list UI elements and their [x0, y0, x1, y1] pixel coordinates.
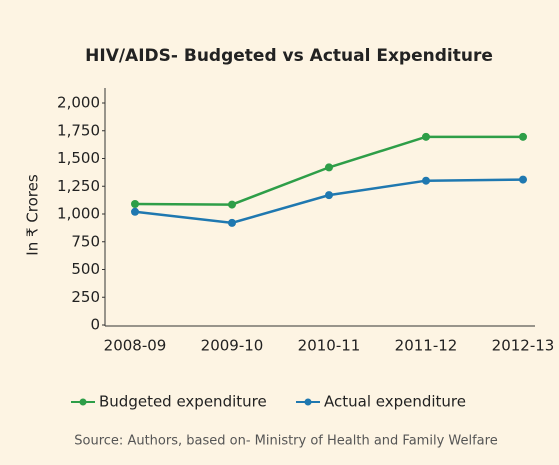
- source: Source: Authors, based on- Ministry of H…: [74, 434, 497, 449]
- y-tick-label: 1,000: [57, 205, 100, 223]
- x-tick-label: 2010-11: [298, 337, 361, 355]
- point: [131, 200, 139, 209]
- y-tick-label: 750: [71, 232, 100, 250]
- y-tick-label: 1,750: [57, 121, 100, 139]
- x-tick-label: 2011-12: [395, 337, 458, 355]
- y-tick-label: 500: [71, 260, 100, 278]
- x-tick-label: 2008-09: [104, 337, 167, 355]
- point: [228, 200, 236, 209]
- chart-title: HIV/AIDS- Budgeted vs Actual Expenditure: [85, 46, 493, 66]
- y-axis-label: In ₹ Crores: [24, 174, 42, 256]
- legend-point: [79, 398, 87, 406]
- legend-label: Actual expenditure: [324, 393, 466, 411]
- y-tick-label: 1,500: [57, 149, 100, 167]
- x-tick-label: 2012-13: [492, 337, 555, 355]
- point: [325, 163, 333, 172]
- y-tick-label: 250: [71, 288, 100, 306]
- point: [325, 191, 333, 200]
- point: [422, 132, 430, 141]
- legend-label: Budgeted expenditure: [99, 393, 267, 411]
- legend-point: [304, 398, 312, 406]
- y-tick-label: 0: [90, 316, 100, 334]
- x-tick-label: 2009-10: [201, 337, 264, 355]
- point: [519, 175, 527, 184]
- y-tick-label: 2,000: [57, 94, 100, 112]
- point: [519, 132, 527, 141]
- point: [131, 207, 139, 216]
- y-tick-label: 1,250: [57, 177, 100, 195]
- point: [228, 218, 236, 227]
- point: [422, 176, 430, 185]
